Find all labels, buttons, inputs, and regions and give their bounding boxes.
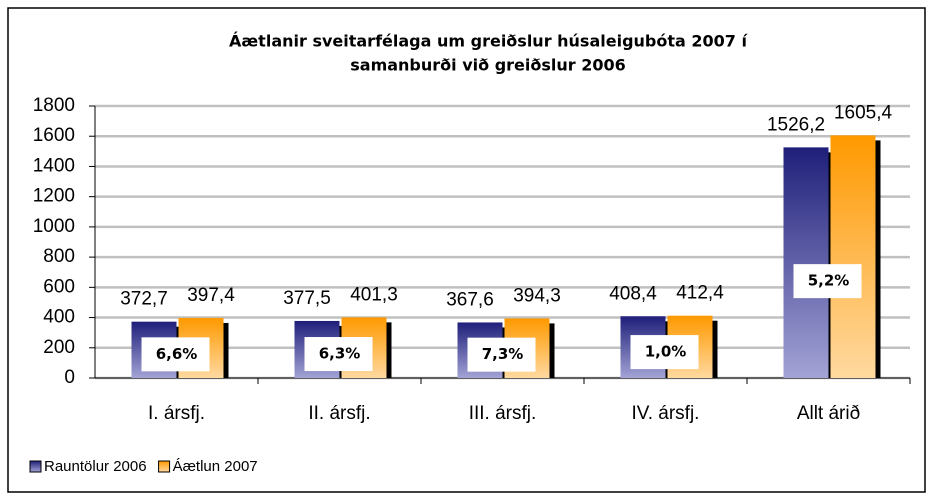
annotation-box <box>793 264 862 299</box>
legend-swatch <box>158 460 171 473</box>
y-tick-label: 1800 <box>33 95 75 116</box>
annotation: 7,3% <box>482 345 524 363</box>
chart-frame <box>7 7 926 493</box>
annotation-box <box>141 337 210 372</box>
y-tick-label: 400 <box>43 307 75 328</box>
annotation: 5,2% <box>808 272 850 290</box>
y-tick-label: 0 <box>64 367 75 388</box>
legend-label: Rauntölur 2006 <box>44 458 147 475</box>
value-label: 1526,2 <box>767 114 825 135</box>
value-label: 367,6 <box>446 289 494 310</box>
value-label: 408,4 <box>609 283 657 304</box>
x-tick-label: IV. ársfj. <box>632 403 700 424</box>
legend-swatch <box>29 460 42 473</box>
annotation-box <box>304 337 373 372</box>
x-tick-label: II. ársfj. <box>308 403 370 424</box>
annotation-box <box>630 335 699 370</box>
annotation-box <box>467 337 536 372</box>
y-tick-label: 1600 <box>33 125 75 146</box>
annotation: 1,0% <box>645 343 687 361</box>
chart-title: samanburði við greiðslur 2006 <box>350 56 626 75</box>
annotation: 6,3% <box>319 345 361 363</box>
y-tick-label: 600 <box>43 276 75 297</box>
value-label: 412,4 <box>676 283 724 304</box>
value-label: 372,7 <box>120 289 168 310</box>
x-tick-label: I. ársfj. <box>148 403 205 424</box>
value-label: 1605,4 <box>834 102 893 123</box>
value-label: 377,5 <box>283 288 331 309</box>
y-tick-label: 800 <box>43 246 75 267</box>
x-tick-label: III. ársfj. <box>469 403 537 424</box>
x-tick-label: Allt árið <box>797 403 860 424</box>
annotation: 6,6% <box>156 345 198 363</box>
chart-title: Áætlanir sveitarfélaga um greiðslur húsa… <box>229 32 748 51</box>
bar <box>783 147 829 378</box>
y-tick-label: 1200 <box>33 186 75 207</box>
y-tick-label: 1400 <box>33 155 75 176</box>
value-label: 394,3 <box>513 285 561 306</box>
y-tick-label: 1000 <box>33 216 75 237</box>
legend-label: Áætlun 2007 <box>173 458 258 475</box>
value-label: 397,4 <box>187 285 235 306</box>
value-label: 401,3 <box>350 284 398 305</box>
y-tick-label: 200 <box>43 337 75 358</box>
bar <box>830 135 876 378</box>
